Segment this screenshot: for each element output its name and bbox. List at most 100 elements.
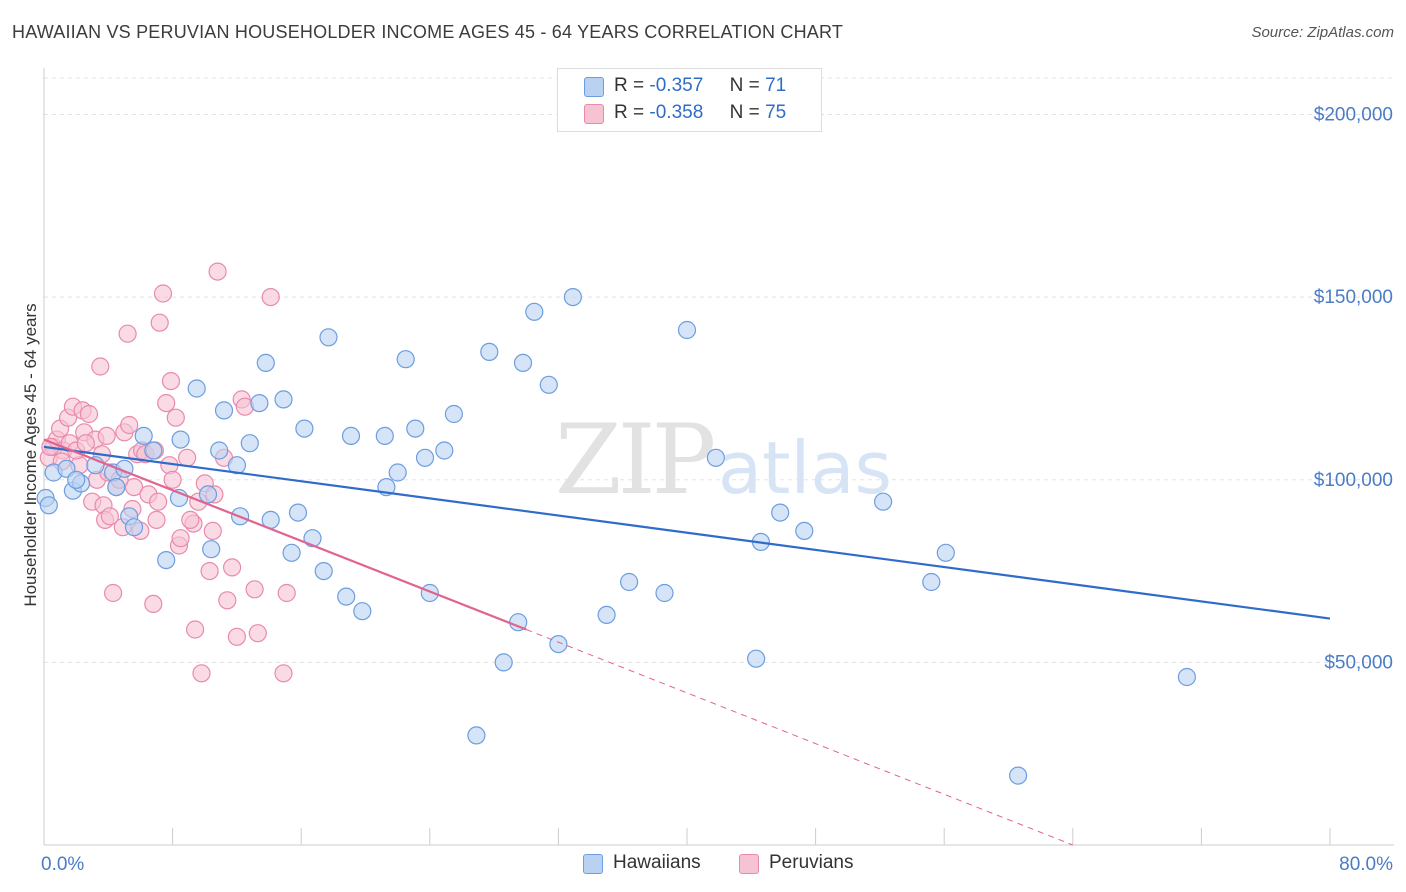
hawaiian-point — [388, 463, 407, 482]
trend-lines — [43, 438, 1331, 846]
peruvian-point — [163, 470, 182, 489]
hawaiians-trend-line — [43, 445, 1331, 620]
peruvian-point — [218, 591, 237, 610]
hawaiian-point — [240, 434, 259, 453]
hawaiian-point — [171, 430, 190, 449]
peruvian-point — [124, 478, 144, 497]
peruvian-point — [103, 583, 123, 603]
hawaiian-point — [406, 419, 425, 438]
watermark-atlas: atlas — [718, 426, 892, 510]
peruvian-point — [76, 434, 95, 453]
y-tick-label: $100,000 — [1314, 470, 1393, 491]
peruvian-point — [144, 594, 163, 614]
hawaiian-point — [549, 634, 568, 654]
peruvian-point — [161, 372, 181, 391]
peruvians-trend-line — [43, 438, 527, 631]
hawaiian-point — [563, 288, 583, 307]
peruvian-point — [120, 415, 139, 435]
hawaiians-n-value: 71 — [765, 75, 787, 96]
hawaiian-point — [107, 478, 126, 497]
hawaiian-point — [256, 353, 275, 372]
peruvians-legend-swatch — [739, 854, 759, 874]
peruvian-point — [118, 324, 137, 343]
x-tick-label: 80.0% — [1339, 854, 1393, 875]
peruvian-point — [171, 529, 190, 548]
peruvian-point — [181, 510, 200, 530]
hawaiian-point — [210, 441, 229, 460]
hawaiian-point — [873, 492, 893, 511]
peruvian-point — [147, 510, 166, 530]
peruvian-point — [79, 404, 99, 424]
hawaiian-point — [39, 496, 58, 515]
hawaiian-point — [771, 503, 790, 522]
y-tick-label: $200,000 — [1314, 105, 1393, 126]
hawaiian-point — [375, 426, 394, 445]
peruvian-point — [245, 580, 264, 599]
hawaiians-r-value: -0.357 — [649, 75, 704, 96]
hawaiian-point — [144, 441, 163, 460]
peruvian-point — [166, 408, 185, 427]
y-tick-labels: $50,000 $100,000 $150,000 $200,000 — [1314, 105, 1393, 674]
grid-lines — [44, 77, 1394, 663]
hawaiian-point — [250, 394, 269, 413]
hawaiian-point — [539, 375, 558, 394]
hawaiian-point — [480, 342, 499, 361]
hawaiian-point — [319, 328, 338, 347]
chart-title: HAWAIIAN VS PERUVIAN HOUSEHOLDER INCOME … — [12, 22, 844, 42]
hawaiians-points — [36, 288, 1197, 785]
peruvian-point — [200, 561, 219, 581]
peruvian-point — [227, 627, 246, 646]
peruvians-legend-label: Peruvians — [769, 852, 854, 873]
hawaiian-point — [655, 583, 674, 603]
hawaiian-point — [415, 448, 435, 467]
hawaiian-point — [746, 649, 766, 668]
stats-legend: R = -0.357 N = 71 R = -0.358 N = 75 — [557, 68, 822, 132]
hawaiian-point — [295, 419, 314, 438]
hawaiian-point — [202, 540, 221, 559]
peruvian-point — [100, 507, 120, 526]
hawaiian-point — [67, 470, 86, 489]
hawaiian-point — [124, 518, 144, 537]
peruvian-point — [277, 583, 296, 603]
r-label: R = — [614, 102, 645, 123]
source-credit: Source: ZipAtlas.com — [1251, 24, 1394, 41]
x-tick-label: 0.0% — [41, 854, 84, 875]
hawaiian-point — [467, 726, 486, 745]
n-label: N = — [729, 102, 760, 123]
peruvian-point — [192, 664, 211, 683]
hawaiian-point — [198, 485, 218, 504]
peruvian-point — [91, 357, 110, 376]
r-label: R = — [614, 75, 645, 96]
peruvian-point — [186, 620, 205, 639]
peruvian-point — [157, 394, 176, 413]
hawaiian-point — [444, 404, 463, 424]
hawaiian-point — [1008, 766, 1028, 785]
hawaiian-point — [337, 587, 356, 606]
hawaiian-point — [282, 543, 301, 562]
peruvian-point — [203, 521, 222, 541]
hawaiian-point — [513, 353, 533, 372]
peruvian-point — [153, 284, 173, 303]
hawaiian-point — [1177, 667, 1197, 687]
hawaiian-point — [619, 572, 639, 592]
hawaiians-legend-label: Hawaiians — [613, 852, 701, 873]
hawaiian-point — [303, 529, 322, 548]
hawaiians-swatch — [584, 77, 604, 97]
watermark-zip: ZIP — [555, 404, 714, 516]
x-tick-labels: 0.0% 80.0% — [41, 854, 1393, 875]
hawaiians-legend-swatch — [583, 854, 603, 874]
peruvian-point — [261, 288, 280, 307]
peruvians-trend-line-extrapolated — [526, 629, 1073, 846]
watermark: ZIP atlas — [555, 404, 892, 516]
y-tick-label: $50,000 — [1324, 652, 1393, 673]
hawaiian-point — [157, 550, 176, 570]
hawaiian-point — [936, 543, 955, 562]
hawaiian-point — [922, 572, 941, 592]
hawaiian-point — [134, 426, 153, 445]
peruvians-n-value: 75 — [765, 102, 787, 123]
hawaiian-point — [288, 503, 308, 522]
peruvian-point — [274, 664, 293, 683]
hawaiian-point — [795, 521, 814, 541]
hawaiian-point — [353, 602, 372, 621]
